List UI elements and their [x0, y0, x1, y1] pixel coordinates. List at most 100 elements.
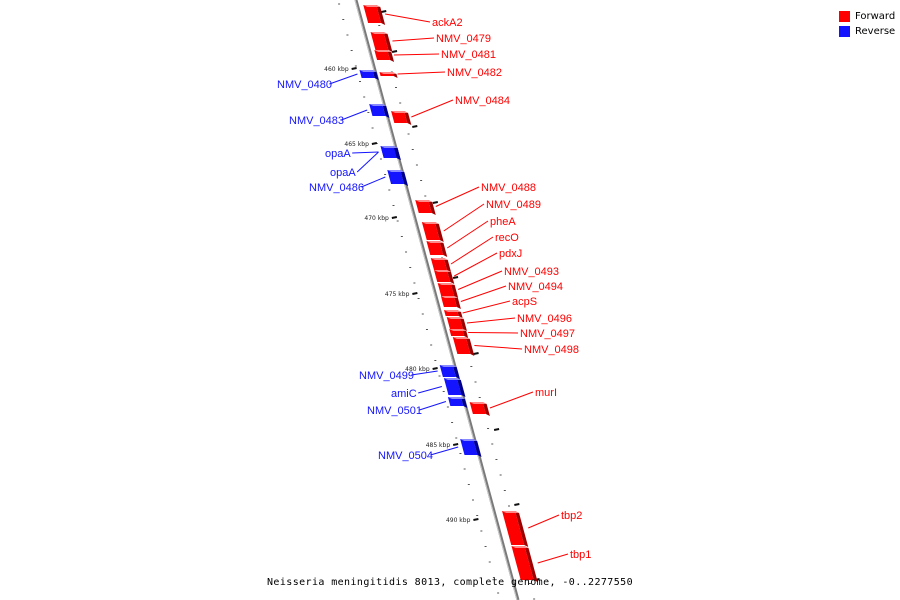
gene-leader-line	[454, 252, 498, 277]
gene-box	[443, 378, 462, 395]
gene-recO: recO	[430, 232, 519, 272]
gene-box-side	[383, 32, 393, 52]
gene-box-side	[404, 111, 412, 125]
gene-box-side	[462, 329, 469, 338]
gene-box-side	[460, 397, 468, 408]
gene-leader-line	[528, 514, 560, 529]
gene-box-top	[374, 50, 392, 52]
gene-ackA2: ackA2	[363, 5, 463, 29]
forward-swatch-icon	[839, 11, 850, 22]
gene-box-side	[434, 222, 444, 242]
gene-features: ackA2 NMV_0479 NMV_0481 NMV_0482 NMV_0484 NMV…	[277, 5, 591, 582]
gene-amiC: amiC	[391, 378, 466, 400]
gene-box-side	[473, 439, 482, 457]
gene-label: opaA	[325, 148, 351, 160]
gene-leader-line	[537, 553, 569, 564]
gene-box-top	[359, 70, 377, 72]
gene-opaA: opaA	[330, 146, 401, 179]
gene-box-side	[459, 317, 467, 331]
legend-reverse: Reverse	[839, 24, 895, 39]
gene-leader-line	[462, 300, 511, 314]
gene-box-side	[515, 511, 529, 547]
gene-box	[387, 170, 405, 184]
major-tick	[473, 352, 479, 355]
legend-forward-label: Forward	[855, 11, 896, 22]
gene-box-top	[452, 337, 470, 339]
gene-box-top	[447, 397, 465, 399]
gene-label: NMV_0504	[378, 450, 433, 462]
gene-NMV_0482: NMV_0482	[379, 67, 502, 79]
gene-murI: murI	[469, 387, 557, 416]
gene-box-side	[439, 241, 448, 257]
gene-leader-line	[411, 99, 454, 118]
gene-label: NMV_0486	[309, 182, 364, 194]
gene-box	[369, 104, 386, 116]
gene-label: NMV_0480	[277, 79, 332, 91]
gene-box-side	[453, 296, 461, 309]
gene-leader-line	[457, 270, 503, 290]
gene-leader-line	[329, 73, 358, 85]
gene-NMV_0494: NMV_0494	[440, 281, 563, 309]
major-tick	[391, 50, 398, 53]
gene-box-top	[369, 104, 387, 106]
gene-leader-line	[341, 109, 368, 121]
gene-box-top	[434, 270, 452, 272]
gene-leader-line	[419, 401, 447, 411]
genome-backbone-highlight	[354, 0, 518, 600]
gene-leader-line	[489, 391, 534, 409]
gene-label: NMV_0488	[481, 182, 536, 194]
gene-box-top	[415, 200, 433, 202]
gene-box-side	[452, 365, 460, 379]
gene-box-side	[428, 200, 436, 215]
reverse-swatch-icon	[839, 26, 850, 37]
gene-leader-line	[443, 203, 485, 232]
gene-label: pdxJ	[499, 248, 522, 260]
genome-backbone	[354, 0, 520, 600]
gene-leader-line	[385, 13, 431, 23]
gene-label: NMV_0498	[524, 344, 579, 356]
kbp-label: 485 kbp	[426, 442, 451, 449]
gene-box-side	[465, 337, 475, 356]
gene-NMV_0480: NMV_0480	[277, 70, 379, 91]
gene-leader-line	[394, 53, 440, 56]
gene-label: amiC	[391, 388, 417, 400]
kbp-label: 465 kbp	[344, 141, 369, 148]
gene-box	[469, 402, 486, 414]
gene-box-side	[387, 50, 395, 62]
gene-box	[430, 258, 448, 270]
gene-label: NMV_0499	[359, 370, 414, 382]
kbp-tick	[351, 67, 357, 70]
gene-leader-line	[418, 386, 442, 394]
gene-leader-line	[397, 71, 446, 75]
gene-NMV_0501: NMV_0501	[367, 397, 468, 417]
gene-leader-line	[446, 220, 489, 249]
gene-box	[391, 111, 408, 123]
gene-box-top	[426, 241, 444, 243]
gene-NMV_0504: NMV_0504	[378, 439, 482, 462]
gene-NMV_0481: NMV_0481	[374, 49, 496, 62]
gene-tbp1: tbp1	[511, 546, 591, 582]
gene-box-side	[447, 270, 455, 284]
gene-label: NMV_0496	[517, 313, 572, 325]
gene-leader-line	[435, 186, 480, 207]
gene-box-side	[372, 70, 379, 80]
gene-label: NMV_0493	[504, 266, 559, 278]
gene-box	[439, 365, 456, 377]
gene-leader-line	[361, 176, 386, 188]
kbp-tick	[371, 142, 378, 145]
kbp-tick	[473, 518, 479, 521]
gene-box-top	[387, 170, 405, 172]
gene-label: recO	[495, 232, 519, 244]
gene-NMV_0486: NMV_0486	[309, 170, 409, 194]
gene-box-top	[379, 72, 397, 74]
gene-box-top	[437, 283, 455, 285]
kbp-label: 475 kbp	[385, 291, 410, 298]
gene-box-top	[449, 329, 467, 331]
kbp-tick	[391, 216, 398, 219]
gene-leader-line	[474, 345, 523, 350]
gene-NMV_0488: NMV_0488	[415, 182, 536, 215]
gene-box-side	[456, 378, 466, 397]
gene-box-side	[400, 170, 409, 186]
gene-NMV_0484: NMV_0484	[391, 95, 510, 125]
gene-box	[511, 546, 534, 580]
